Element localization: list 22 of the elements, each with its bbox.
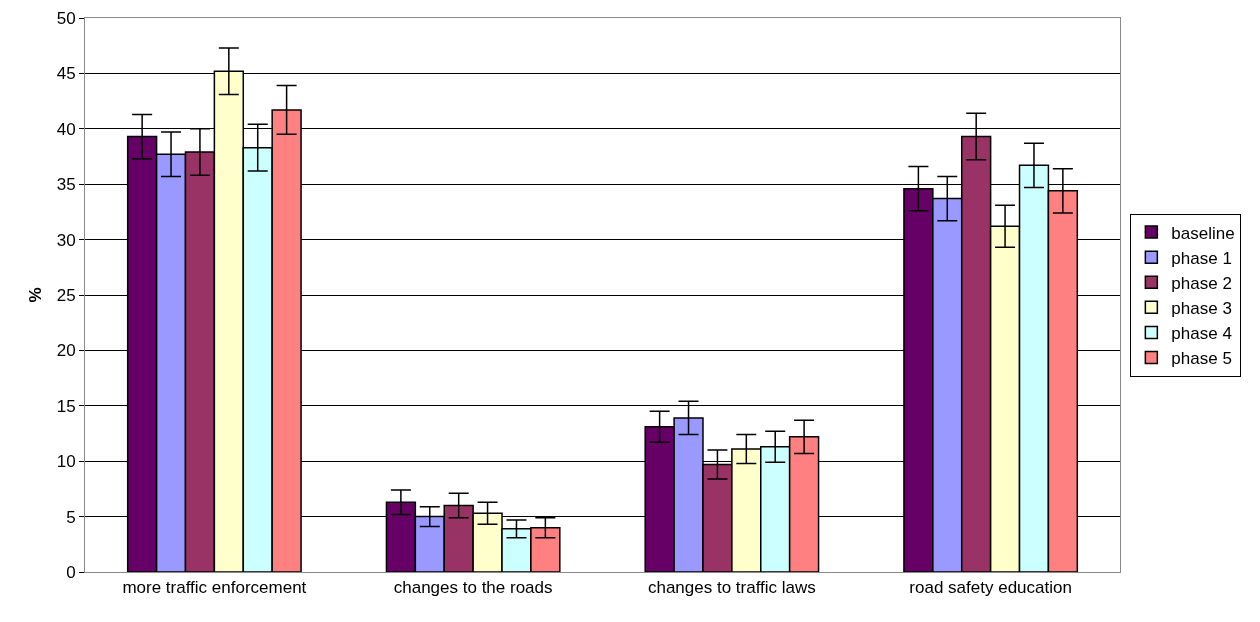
x-tick-label: road safety education (909, 578, 1072, 598)
legend-label: phase 3 (1171, 298, 1232, 318)
y-tick-label: 5 (66, 507, 76, 527)
legend-label: phase 4 (1171, 324, 1232, 344)
x-tick-label: changes to traffic laws (647, 578, 816, 598)
legend-label: phase 2 (1171, 273, 1232, 293)
y-tick-label: 15 (56, 396, 76, 416)
x-tick-label: more traffic enforcement (122, 578, 307, 598)
y-tick-label: 10 (56, 452, 76, 472)
y-tick-label: 25 (56, 285, 76, 305)
legend-label: phase 5 (1171, 349, 1232, 369)
y-tick-label: 40 (56, 119, 76, 139)
y-tick-label: 0 (66, 562, 76, 582)
legend-label: baseline (1171, 223, 1235, 243)
y-tick-label: 50 (56, 8, 76, 28)
y-tick-label: 45 (56, 64, 76, 84)
y-tick-label: 35 (56, 175, 76, 195)
legend-label: phase 1 (1171, 248, 1232, 268)
y-axis-title: % (26, 287, 45, 303)
y-tick-label: 20 (56, 341, 76, 361)
y-tick-label: 30 (56, 230, 76, 250)
x-tick-label: changes to the roads (393, 578, 553, 598)
